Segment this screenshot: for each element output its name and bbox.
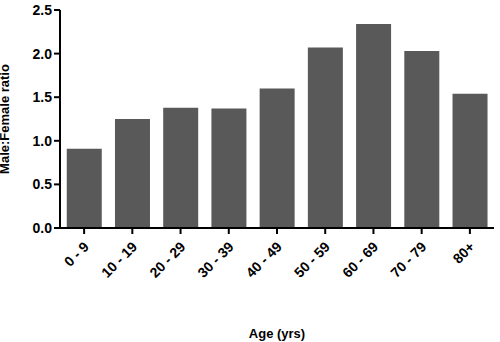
svg-text:2.5: 2.5 [33, 2, 53, 18]
svg-text:0.0: 0.0 [33, 220, 53, 236]
svg-text:1.0: 1.0 [33, 133, 53, 149]
svg-text:50 - 59: 50 - 59 [291, 238, 333, 280]
svg-text:80+: 80+ [450, 238, 478, 266]
svg-text:1.5: 1.5 [33, 89, 53, 105]
svg-text:0 - 9: 0 - 9 [61, 238, 92, 269]
svg-text:40 - 49: 40 - 49 [243, 238, 285, 280]
svg-text:Age (yrs): Age (yrs) [249, 326, 305, 341]
svg-text:70 - 79: 70 - 79 [387, 238, 429, 280]
svg-text:60 - 69: 60 - 69 [339, 238, 381, 280]
svg-text:Male:Female ratio: Male:Female ratio [8, 64, 12, 174]
svg-text:30 - 39: 30 - 39 [194, 238, 236, 280]
svg-text:10 - 19: 10 - 19 [98, 238, 140, 280]
svg-text:0.5: 0.5 [33, 176, 53, 192]
svg-text:20 - 29: 20 - 29 [146, 238, 188, 280]
svg-text:2.0: 2.0 [33, 46, 53, 62]
